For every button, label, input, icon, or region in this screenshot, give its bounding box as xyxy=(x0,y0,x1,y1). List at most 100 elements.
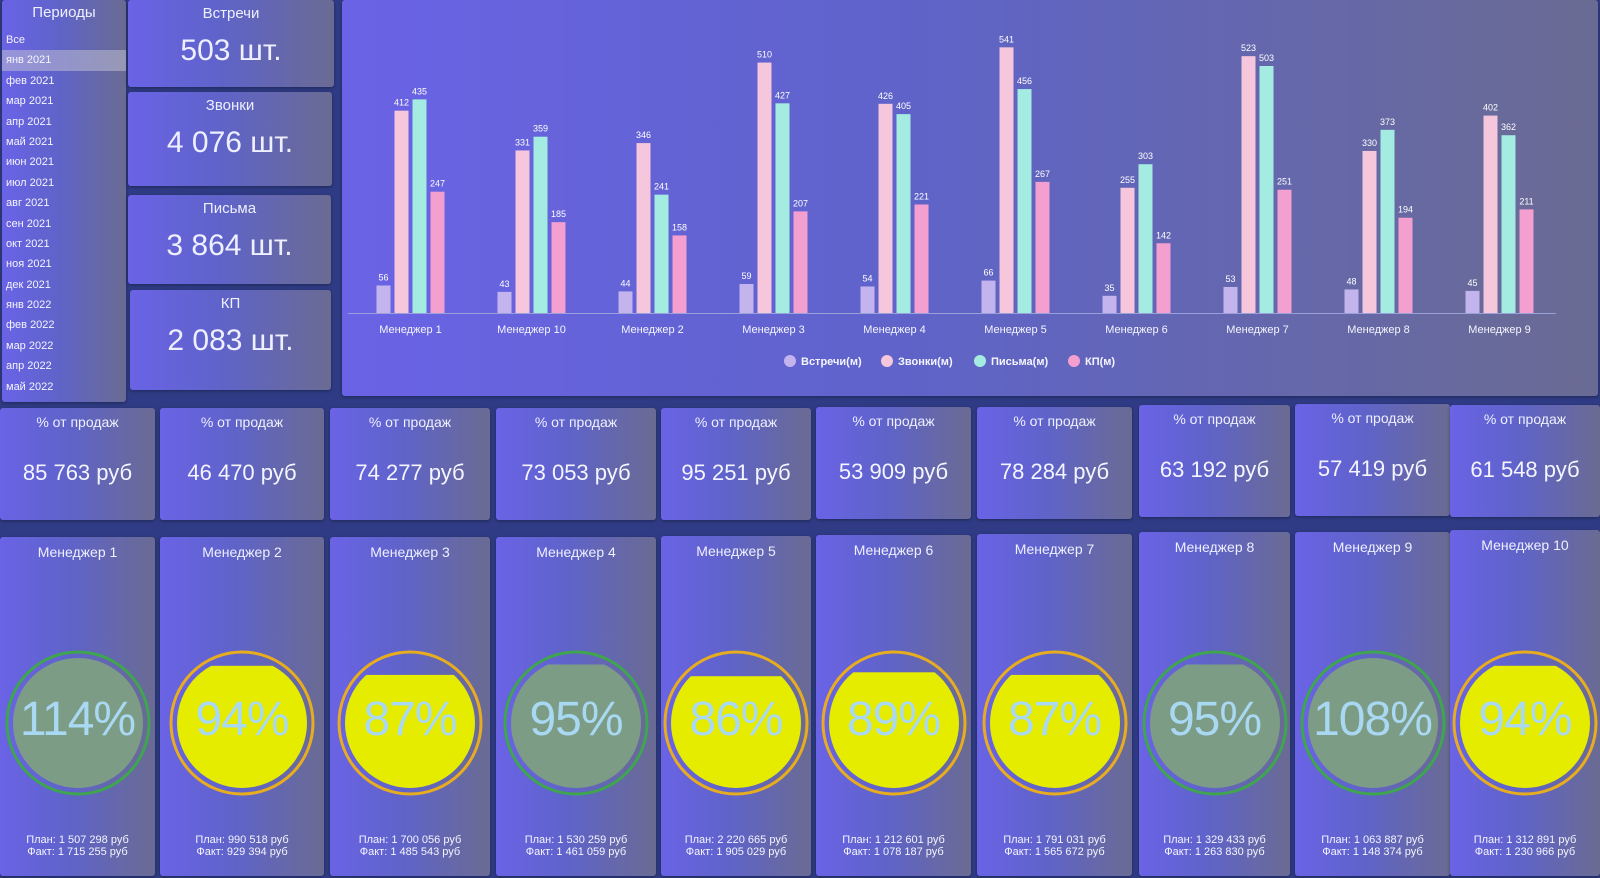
manager-card: Менеджер 8 95% План: 1 329 433 руб Факт:… xyxy=(1139,532,1290,876)
period-item[interactable]: окт 2021 xyxy=(6,237,50,250)
legend-entry: Письма(м) xyxy=(991,356,1048,368)
plan-amount: План: 1 063 887 руб xyxy=(1321,834,1424,846)
data-label: 503 xyxy=(1259,53,1274,63)
kpi-title: Письма xyxy=(202,200,257,217)
plan-percent: 94% xyxy=(1478,693,1572,746)
data-label: 35 xyxy=(1104,283,1114,293)
period-item[interactable]: янв 2021 xyxy=(2,50,126,71)
period-item[interactable]: ноя 2021 xyxy=(6,258,52,271)
sales-card-value: 73 053 руб xyxy=(521,460,631,485)
plan-gauge-icon xyxy=(1452,650,1598,796)
bar xyxy=(1519,209,1534,313)
period-item[interactable]: Все xyxy=(6,34,25,46)
bar xyxy=(1035,181,1050,313)
plan-percent: 95% xyxy=(1167,693,1262,746)
plan-amount: План: 1 329 433 руб xyxy=(1163,834,1266,846)
fact-amount: Факт: 1 263 830 руб xyxy=(1164,846,1265,858)
data-label: 412 xyxy=(394,98,409,108)
sales-card: % от продаж 85 763 руб xyxy=(0,408,155,520)
bar xyxy=(1380,129,1395,313)
plan-gauge-icon xyxy=(821,650,966,796)
period-item[interactable]: дек 2021 xyxy=(6,278,51,291)
period-item[interactable]: июн 2021 xyxy=(6,156,54,169)
kpi-value: 4 076 шт. xyxy=(166,126,294,159)
data-label: 158 xyxy=(672,222,687,232)
data-label: 331 xyxy=(515,137,530,147)
sales-card-value: 61 548 руб xyxy=(1470,457,1580,482)
gauge-ring xyxy=(169,650,315,796)
sales-card-title: % от продаж xyxy=(1331,410,1414,426)
gauge-ring xyxy=(663,650,809,796)
bar xyxy=(878,103,893,313)
gauge-ring xyxy=(1452,650,1598,796)
bar xyxy=(1465,290,1480,313)
bar xyxy=(636,143,651,313)
bar xyxy=(1362,150,1377,313)
period-item[interactable]: апр 2021 xyxy=(6,115,52,128)
period-item[interactable]: июл 2021 xyxy=(6,176,55,189)
data-label: 45 xyxy=(1467,278,1477,288)
sales-card-title: % от продаж xyxy=(534,414,618,430)
fact-amount: Факт: 1 148 374 руб xyxy=(1322,846,1423,858)
bar xyxy=(1241,56,1256,313)
kpi-value: 503 шт. xyxy=(180,34,282,67)
bar xyxy=(654,194,669,313)
data-label: 43 xyxy=(499,279,509,289)
legend-marker-icon xyxy=(1068,355,1080,367)
manager-card: Менеджер 5 86% План: 2 220 665 руб Факт:… xyxy=(661,536,811,876)
bar xyxy=(739,284,754,313)
bar xyxy=(1223,286,1238,313)
sales-card-value: 78 284 руб xyxy=(999,459,1110,484)
bar xyxy=(1102,295,1117,313)
sales-card: % от продаж 63 192 руб xyxy=(1139,405,1290,517)
period-item[interactable]: май 2021 xyxy=(6,135,54,148)
manager-name: Менеджер 6 xyxy=(853,542,934,558)
bar xyxy=(757,62,772,313)
period-item[interactable]: авг 2021 xyxy=(6,197,50,210)
kpi-card-kp: КП 2 083 шт. xyxy=(130,290,331,390)
data-label: 456 xyxy=(1017,76,1032,86)
period-item[interactable]: апр 2022 xyxy=(6,360,52,373)
gauge-ring xyxy=(1142,650,1287,796)
data-label: 373 xyxy=(1380,117,1395,127)
period-item[interactable]: мар 2022 xyxy=(6,339,54,352)
period-item[interactable]: фев 2021 xyxy=(6,74,55,87)
gauge-fill xyxy=(828,672,959,788)
sales-card: % от продаж 73 053 руб xyxy=(496,408,656,520)
bar xyxy=(618,291,633,313)
period-item[interactable]: янв 2022 xyxy=(6,299,52,312)
period-item[interactable]: фев 2022 xyxy=(6,319,55,332)
legend-entry: Встречи(м) xyxy=(801,356,862,368)
plan-amount: План: 1 212 601 руб xyxy=(842,834,945,846)
bar xyxy=(1259,65,1274,313)
bar xyxy=(1344,289,1359,313)
sales-card-value: 46 470 руб xyxy=(187,460,297,485)
sales-card-title: % от продаж xyxy=(1173,411,1256,427)
x-tick-label: Менеджер 6 xyxy=(1105,324,1168,336)
period-item[interactable]: май 2022 xyxy=(6,380,54,393)
data-label: 66 xyxy=(983,268,993,278)
bar xyxy=(860,286,875,313)
fact-amount: Факт: 929 394 руб xyxy=(196,846,288,858)
manager-name: Менеджер 9 xyxy=(1332,539,1413,555)
manager-name: Менеджер 1 xyxy=(37,544,118,560)
plan-percent: 95% xyxy=(529,693,623,746)
manager-name: Менеджер 3 xyxy=(370,544,450,560)
data-label: 510 xyxy=(757,50,772,60)
period-item[interactable]: сен 2021 xyxy=(6,217,52,230)
manager-card: Менеджер 9 108% План: 1 063 887 руб Факт… xyxy=(1295,532,1450,876)
period-item[interactable]: июн 2022 xyxy=(2,397,126,402)
bar xyxy=(394,110,409,313)
kpi-title: Встречи xyxy=(202,5,260,22)
legend-entry: КП(м) xyxy=(1085,356,1115,368)
plan-percent: 87% xyxy=(363,693,457,746)
period-item[interactable]: мар 2021 xyxy=(6,95,54,108)
gauge-fill xyxy=(345,674,475,788)
plan-gauge-icon xyxy=(1142,650,1287,796)
sales-card-value: 95 251 руб xyxy=(681,460,791,485)
plan-percent: 87% xyxy=(1007,693,1102,746)
sales-card: % от продаж 57 419 руб xyxy=(1295,404,1450,516)
sales-card: % от продаж 46 470 руб xyxy=(160,408,324,520)
sales-card-value: 53 909 руб xyxy=(838,459,949,484)
plan-gauge-icon xyxy=(1300,650,1445,796)
